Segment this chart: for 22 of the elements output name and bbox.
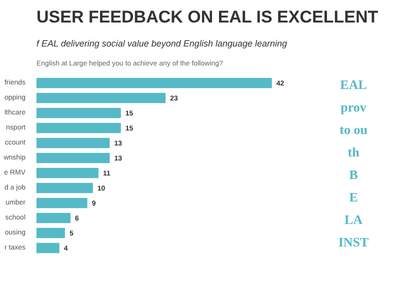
bar	[36, 168, 99, 178]
text: B	[349, 167, 358, 182]
bar	[36, 122, 121, 134]
chart-subtitle: f EAL delivering social value beyond English language learning	[36, 38, 288, 48]
bar	[36, 242, 60, 254]
bar	[36, 138, 110, 148]
chart-title: USER FEEDBACK ON EAL IS EXCELLENT	[36, 8, 379, 26]
text: th	[348, 144, 360, 160]
text: INST	[338, 234, 370, 250]
bar	[36, 152, 110, 164]
text: LA	[344, 212, 364, 227]
text: to ou	[340, 122, 368, 137]
bar	[36, 78, 272, 88]
text: E	[349, 190, 358, 204]
text: EAL	[340, 77, 368, 92]
bar	[36, 182, 93, 194]
bar	[36, 212, 71, 224]
bar	[36, 108, 121, 118]
bar	[36, 198, 88, 208]
text: prov	[340, 100, 367, 114]
bar	[36, 92, 166, 104]
bar	[36, 228, 65, 238]
